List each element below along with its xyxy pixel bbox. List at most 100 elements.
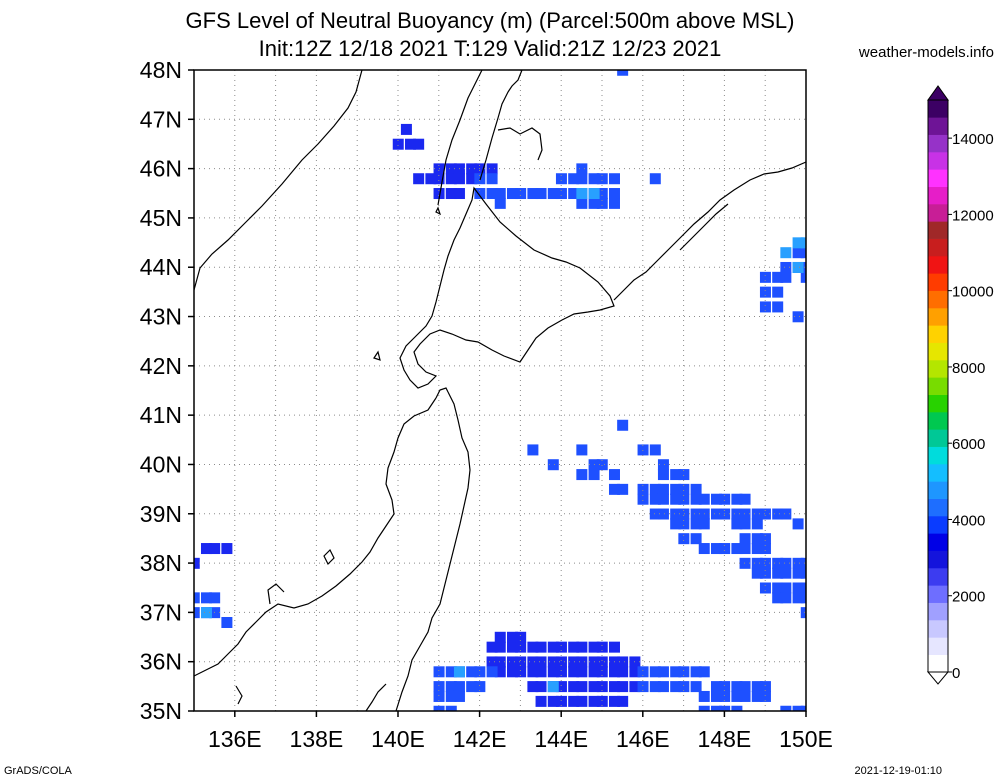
lnb-cell-mid-98 xyxy=(739,533,751,545)
coast-sakhalin-east xyxy=(479,70,523,181)
lnb-cell-mid-95 xyxy=(792,518,804,530)
lnb-cell-mid-55 xyxy=(678,469,690,481)
lnb-cell-low-56 xyxy=(547,641,559,653)
lnb-cell-mid-75 xyxy=(657,508,669,520)
lnb-cell-mid-6 xyxy=(555,188,567,200)
colorbar-swatch xyxy=(928,394,948,413)
lnb-cell-mid-58 xyxy=(649,483,661,495)
lnb-cell-low-59 xyxy=(576,641,588,653)
lnb-cell-low-0 xyxy=(392,138,404,150)
lnb-cell-low-45 xyxy=(547,695,559,707)
lnb-cell-mid-97 xyxy=(690,533,702,545)
coast-asia xyxy=(194,70,363,291)
lnb-cell-mid-28 xyxy=(772,271,784,283)
lnb-cell-mid-134 xyxy=(466,666,478,678)
lnb-cell-low-22 xyxy=(527,666,539,678)
lnb-cell-mid-96 xyxy=(678,533,690,545)
lnb-cell-low-55 xyxy=(535,641,547,653)
lnb-cell-mid-85 xyxy=(759,508,771,520)
coast-sakhalin-west xyxy=(437,70,483,206)
lnb-cell-mid-104 xyxy=(731,543,743,555)
lnb-cell-mid-150 xyxy=(670,666,682,678)
lnb-cell-mid-70 xyxy=(710,493,722,505)
lnb-cell-mid-155 xyxy=(649,681,661,693)
lnb-cell-mid-151 xyxy=(678,666,690,678)
lnb-cell-mid-175 xyxy=(719,705,731,711)
lnb-cell-mid-173 xyxy=(698,705,710,711)
lnb-cell-low-46 xyxy=(555,695,567,707)
coast-tsugaru xyxy=(435,387,449,399)
lnb-cell-mid-89 xyxy=(678,518,690,530)
lnb-cell-mid-168 xyxy=(719,690,731,702)
colorbar-swatch xyxy=(928,377,948,395)
lnb-cell-low-25 xyxy=(555,666,567,678)
site-label: weather-models.info xyxy=(858,44,994,61)
colorbar-swatch xyxy=(928,238,948,257)
footer-software: GrADS/COLA xyxy=(4,765,72,777)
colorbar-swatch xyxy=(928,481,948,499)
lnb-cell-mid-53 xyxy=(657,459,669,471)
lnb-cell-mid-1 xyxy=(506,188,518,200)
lnb-cell-mid-14 xyxy=(576,173,588,185)
colorbar-top-arrow xyxy=(927,85,949,101)
lnb-cell-low-41 xyxy=(608,681,620,693)
lnb-cell-mid-3 xyxy=(527,188,539,200)
axis-ticks xyxy=(188,69,807,717)
lnb-cell-mid-13 xyxy=(568,173,580,185)
colorbar-swatch xyxy=(928,221,948,239)
lnb-cell-low-87 xyxy=(194,557,200,569)
lnb-cell-mid-179 xyxy=(800,705,806,711)
lat-label-42N: 42N xyxy=(140,353,182,379)
lnb-cell-low-61 xyxy=(596,641,608,653)
colorbar-bottom-arrow xyxy=(926,671,950,685)
lnb-cell-mid-25 xyxy=(649,173,661,185)
lnb-cell-mid-27 xyxy=(759,271,771,283)
coast-boso xyxy=(365,683,387,711)
lnb-cell-mid-76 xyxy=(670,508,682,520)
lnb-cell-mid-93 xyxy=(739,518,751,530)
colorbar: 0 2000 4000 6000 8000 10000 12000 14000 xyxy=(926,85,994,685)
lnb-cell-mid-128 xyxy=(792,592,804,604)
lnb-cell-mid-103 xyxy=(719,543,731,555)
lnb-cell-mid-4 xyxy=(535,188,547,200)
colorbar-swatch xyxy=(928,412,948,430)
lnb-cell-mid-167 xyxy=(710,690,722,702)
lnb-cell-mid-137 xyxy=(433,681,445,693)
lnb-cell-mid-78 xyxy=(690,508,702,520)
lnb-cell-low-86 xyxy=(221,543,233,555)
lnb-cell-mid-31 xyxy=(772,286,784,298)
colorbar-swatch xyxy=(928,654,948,673)
lnb-cell-low-47 xyxy=(568,695,580,707)
lnb-cell-low-21 xyxy=(515,666,527,678)
lnb-cell-low-12 xyxy=(433,173,445,185)
colorbar-swatch xyxy=(928,516,948,534)
lnb-cell-mid-121 xyxy=(759,582,771,594)
lnb-cell-mid-120 xyxy=(800,567,806,579)
lnb-cell-mid-142 xyxy=(433,690,445,702)
lnb-cell-mid-132 xyxy=(445,666,457,678)
lnb-cell-mid-67 xyxy=(678,493,690,505)
lnb-cell-mid-102 xyxy=(710,543,722,555)
lnb-cell-low-7 xyxy=(466,163,478,175)
lnb-cell-mid-57 xyxy=(637,483,649,495)
map-frame xyxy=(193,69,807,712)
lnb-cell-mid-183 xyxy=(194,607,200,619)
lat-label-44N: 44N xyxy=(140,254,182,280)
lnb-cell-low-76 xyxy=(555,656,567,668)
lnb-cell-mid-164 xyxy=(751,681,763,693)
lat-label-35N: 35N xyxy=(140,698,182,724)
lnb-cell-mid-50 xyxy=(608,483,620,495)
lon-label-140E: 140E xyxy=(371,726,425,752)
lnb-cell-mid-109 xyxy=(751,557,763,569)
lnb-cell-mid-33 xyxy=(772,301,784,313)
lnb-cell-mid-16 xyxy=(596,173,608,185)
lnb-cell-mid-43 xyxy=(576,444,588,456)
colorbar-label-8000: 8000 xyxy=(952,360,985,377)
lnb-cell-low-43 xyxy=(629,681,641,693)
lnb-cell-mid-141 xyxy=(474,681,486,693)
lnb-cell-mid-166 xyxy=(698,690,710,702)
lnb-cell-mid-90 xyxy=(690,518,702,530)
lnb-cell-mid-177 xyxy=(780,705,792,711)
colorbar-swatch xyxy=(928,117,948,135)
